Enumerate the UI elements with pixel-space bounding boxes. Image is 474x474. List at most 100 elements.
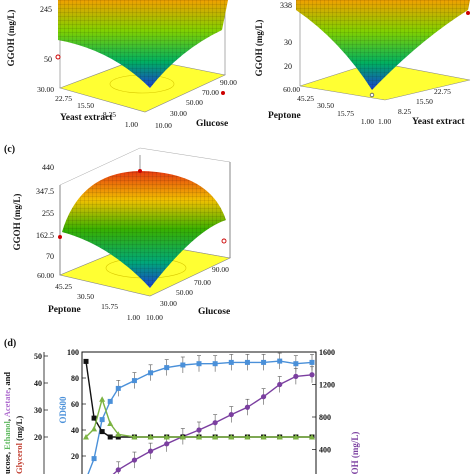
panel-c-ytick: 50.00 bbox=[176, 288, 193, 297]
ethanol-point bbox=[179, 434, 186, 440]
panel-b-xlabel: Peptone bbox=[268, 111, 301, 121]
panel-b-corner-point bbox=[466, 11, 470, 15]
panel-a-xlabel: Yeast extract bbox=[60, 113, 113, 123]
panel-c-surface-mesh bbox=[62, 171, 226, 288]
panel-a-ylabel: Glucose bbox=[196, 119, 228, 129]
od600-point bbox=[228, 359, 234, 365]
ethanol-point bbox=[260, 434, 267, 440]
label-part: , and bbox=[2, 372, 12, 390]
ethanol-point bbox=[115, 431, 122, 437]
panel-a: 245 50 GGOH (mg/L) 30.00 22.75 15.50 8.2… bbox=[6, 0, 237, 130]
panel-c-ytick: 90.00 bbox=[212, 265, 229, 274]
od600-point bbox=[212, 361, 218, 367]
ethanol-point bbox=[212, 434, 219, 440]
label-part: Acetate bbox=[2, 390, 12, 418]
panel-a-ytick: 30.00 bbox=[170, 109, 187, 118]
od600-point bbox=[180, 362, 186, 368]
ggoh-point bbox=[260, 394, 267, 400]
panel-b-xtick: 30.50 bbox=[317, 101, 334, 110]
left-tick-label: 60 bbox=[71, 400, 79, 409]
panel-c-ytick: 70.00 bbox=[194, 278, 211, 287]
panel-b-ztick: 20 bbox=[284, 62, 292, 71]
left-axis: 20 40 60 80 100 bbox=[67, 348, 86, 461]
panel-d-far-left-label: ucose, Ethanol, Acetate, and bbox=[2, 372, 12, 474]
od600-point bbox=[131, 378, 137, 384]
panel-c-ytick: 30.00 bbox=[160, 299, 177, 308]
ggoh-point bbox=[293, 373, 299, 379]
panel-c-xtick: 15.75 bbox=[101, 302, 118, 311]
od600-line bbox=[87, 360, 313, 474]
panel-b-ztick: 338 bbox=[280, 1, 292, 10]
ggoh-point bbox=[196, 427, 202, 433]
panel-b-ytick: 8.25 bbox=[398, 107, 411, 116]
panel-c-ztick: 255 bbox=[42, 209, 54, 218]
left-tick-label: 80 bbox=[71, 374, 79, 383]
right-tick-label: 400 bbox=[319, 446, 331, 455]
panel-b-floor-point bbox=[369, 92, 375, 98]
ggoh-point bbox=[115, 467, 121, 473]
glucose-point bbox=[83, 358, 89, 364]
ggoh-point bbox=[212, 420, 218, 426]
panel-b-xtick: 45.25 bbox=[297, 94, 314, 103]
od600-point bbox=[107, 398, 113, 404]
panel-a-xtick: 15.50 bbox=[77, 101, 94, 110]
ethanol-point bbox=[107, 420, 114, 426]
panel-c-ytick: 10.00 bbox=[146, 313, 163, 322]
ethanol-point bbox=[131, 434, 138, 440]
ggoh-point bbox=[131, 457, 138, 463]
panel-c-xtick: 60.00 bbox=[37, 271, 54, 280]
panel-c-ztick: 70 bbox=[46, 252, 54, 261]
panel-b-xtick: 15.75 bbox=[337, 109, 354, 118]
panel-a-ytick: 70.00 bbox=[202, 88, 219, 97]
panel-c-xtick: 45.25 bbox=[55, 282, 72, 291]
ggoh-point bbox=[277, 381, 283, 388]
panel-d-left-ylabel: OD600 bbox=[58, 396, 68, 424]
label-part: , bbox=[2, 417, 12, 421]
label-part: ucose, bbox=[2, 450, 12, 474]
od600-point bbox=[261, 359, 267, 365]
glucose-point bbox=[91, 415, 97, 421]
od600-point bbox=[277, 358, 283, 364]
panel-a-xtick: 1.00 bbox=[125, 120, 138, 129]
panel-b-ylabel: Yeast extract bbox=[412, 117, 465, 127]
ggoh-point bbox=[309, 372, 315, 378]
panel-b-xtick: 60.00 bbox=[283, 85, 300, 94]
ggoh-point bbox=[228, 411, 234, 418]
right-axis: 400 800 1200 1600 bbox=[312, 348, 335, 455]
panel-c-right-point bbox=[221, 238, 227, 244]
ethanol-point bbox=[276, 434, 283, 440]
panel-a-surface-mesh bbox=[58, 0, 228, 88]
series-layer bbox=[83, 352, 315, 474]
panel-c: (c) 440 347.5 255 162.5 70 GGOH (mg/L) 6… bbox=[4, 144, 231, 322]
panel-c-xtick: 30.50 bbox=[77, 292, 94, 301]
right-tick-label: 1200 bbox=[319, 381, 335, 390]
panel-b-floor bbox=[299, 61, 471, 101]
panel-a-corner-point-right bbox=[221, 91, 225, 95]
panel-a-xtick: 22.75 bbox=[55, 94, 72, 103]
panel-a-ztick: 50 bbox=[44, 55, 52, 64]
panel-a-ytick: 50.00 bbox=[186, 98, 203, 107]
ethanol-point bbox=[163, 434, 170, 440]
ethanol-point bbox=[244, 434, 251, 440]
od600-point bbox=[244, 359, 250, 365]
ethanol-point bbox=[83, 434, 89, 440]
panel-a-xtick: 30.00 bbox=[37, 85, 54, 94]
panel-c-peak-point bbox=[138, 169, 142, 173]
od600-point bbox=[115, 385, 121, 391]
ethanol-point bbox=[228, 434, 235, 440]
left-tick-label: 20 bbox=[71, 452, 79, 461]
panel-b-ytick: 22.75 bbox=[434, 87, 451, 96]
ethanol-point bbox=[196, 434, 202, 440]
ethanol-point bbox=[147, 434, 154, 440]
panel-d-plot-frame bbox=[81, 351, 317, 474]
panel-c-ztick: 347.5 bbox=[36, 187, 54, 196]
far-left-axis: 20 30 40 50 bbox=[34, 352, 48, 474]
glucose-point bbox=[107, 434, 113, 440]
ethanol-point bbox=[292, 434, 299, 440]
od600-point bbox=[293, 361, 299, 367]
panel-c-ztick: 440 bbox=[42, 163, 54, 172]
od600-point bbox=[164, 365, 170, 371]
glucose-point bbox=[115, 434, 121, 440]
panel-c-xtick: 1.00 bbox=[127, 313, 140, 322]
